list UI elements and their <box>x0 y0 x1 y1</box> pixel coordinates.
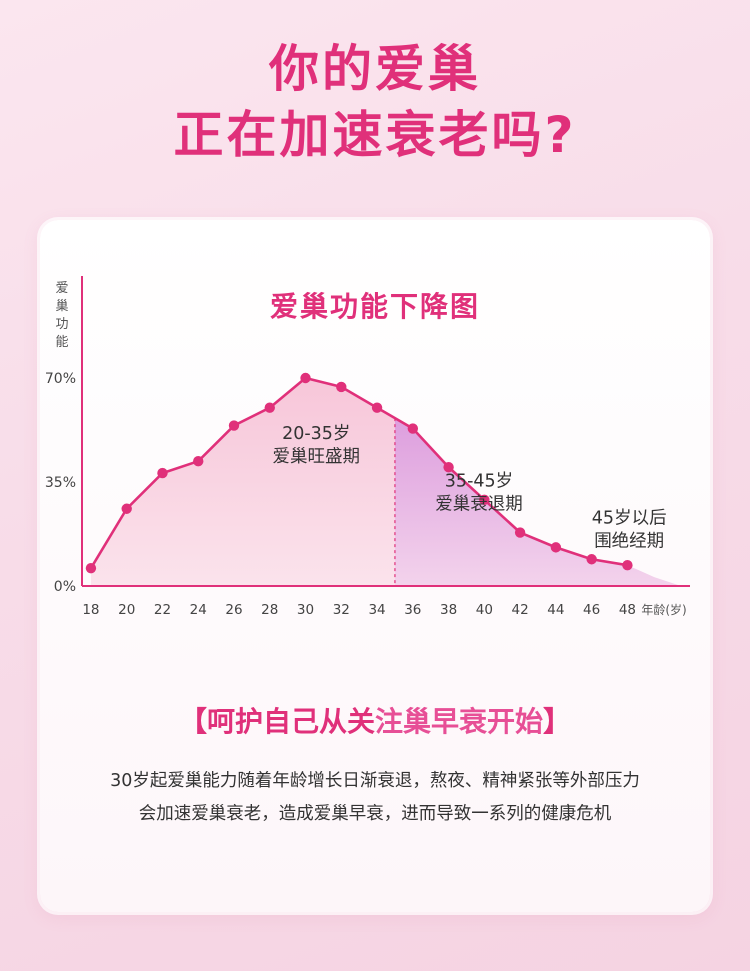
y-tick-label: 70% <box>45 371 76 387</box>
x-tick-label: 42 <box>512 602 529 618</box>
annotation-1-line-1: 20-35岁 <box>282 424 350 444</box>
headline-line1: 你的爱巢 <box>269 40 481 98</box>
cta-bracket-open: 【 <box>178 705 207 738</box>
chart-title: 爱巢功能下降图 <box>270 290 480 323</box>
data-point-20 <box>121 503 132 514</box>
annotation-3-line-2: 围绝经期 <box>594 532 664 552</box>
x-tick-label: 22 <box>154 602 171 618</box>
data-point-32 <box>336 381 347 393</box>
data-point-22 <box>157 467 168 479</box>
x-tick-label: 46 <box>583 602 600 618</box>
data-point-36 <box>407 423 419 434</box>
x-tick-label: 26 <box>225 602 242 618</box>
y-axis-label-char: 功 <box>55 317 68 332</box>
data-point-44 <box>550 542 562 553</box>
x-tick-label: 40 <box>476 602 493 618</box>
x-tick-label: 38 <box>440 602 457 618</box>
area-peak-period <box>90 378 395 586</box>
y-tick-label: 35% <box>45 475 76 491</box>
x-tick-label: 20 <box>118 602 135 618</box>
x-tick-label: 30 <box>297 602 314 618</box>
y-axis-label-char: 爱 <box>55 281 68 296</box>
x-axis-label: 年龄(岁) <box>641 602 686 617</box>
x-tick-label: 32 <box>333 602 350 618</box>
data-point-46 <box>586 554 597 565</box>
cta-heading: 【呵护自己从关注巢早衰开始】 <box>40 708 710 736</box>
y-tick-label: 0% <box>54 579 76 595</box>
x-tick-label: 28 <box>261 602 278 618</box>
data-point-26 <box>228 420 240 431</box>
data-point-18 <box>85 562 97 574</box>
data-point-38 <box>443 461 454 473</box>
data-point-40 <box>479 494 490 506</box>
annotation-2-line-2: 爱巢衰退期 <box>435 494 523 514</box>
x-tick-label: 44 <box>547 602 564 618</box>
x-tick-label: 24 <box>190 602 207 618</box>
series-line <box>89 376 628 569</box>
description-line2: 会加速爱巢衰老，造成爱巢早衰，进而导致一系列的健康危机 <box>138 804 612 824</box>
y-axis-label-char: 巢 <box>55 299 68 314</box>
x-tick-label: 48 <box>619 602 636 618</box>
area-decline-period <box>394 418 682 586</box>
x-tick-label: 18 <box>82 602 99 618</box>
cta-bracket-close: 】 <box>543 705 572 738</box>
data-point-24 <box>193 456 204 467</box>
headline-line2: 正在加速衰老吗? <box>173 106 577 164</box>
annotation-2-line-1: 35-45岁 <box>445 471 513 491</box>
x-tick-label: 34 <box>368 602 385 618</box>
y-axis-label-char: 能 <box>55 335 68 350</box>
cta-text-part2: 注巢早衰开始 <box>375 705 544 738</box>
x-tick-label: 36 <box>404 602 421 618</box>
annotation-3-line-1: 45岁以后 <box>592 509 667 529</box>
data-point-34 <box>371 402 383 413</box>
data-point-28 <box>264 402 275 413</box>
data-point-42 <box>514 527 526 538</box>
cta-text-part1: 呵护自己从关 <box>206 705 375 738</box>
description-line1: 30岁起爱巢能力随着年龄增长日渐衰退，熬夜、精神紧张等外部压力 <box>110 771 640 791</box>
data-point-48 <box>622 560 633 571</box>
annotation-1-line-2: 爱巢旺盛期 <box>273 447 361 467</box>
data-point-30 <box>300 372 311 384</box>
